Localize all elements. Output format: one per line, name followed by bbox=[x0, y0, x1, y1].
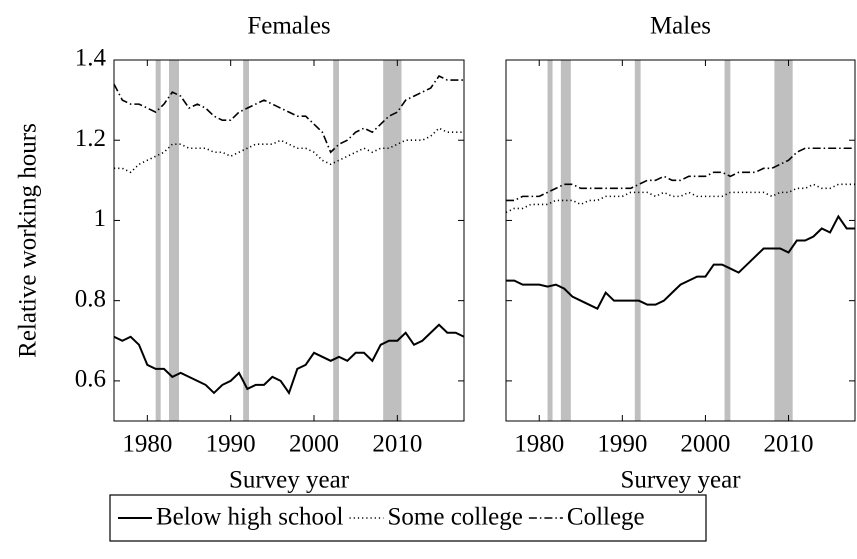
legend-label: College bbox=[567, 504, 645, 531]
x-tick-label: 2000 bbox=[289, 431, 339, 458]
series-line bbox=[114, 127, 464, 174]
y-tick-label: 0.8 bbox=[75, 285, 106, 312]
panel-title: Females bbox=[247, 13, 330, 40]
x-tick-label: 2000 bbox=[680, 431, 730, 458]
x-axis-label: Survey year bbox=[229, 467, 350, 494]
legend-label: Some college bbox=[388, 504, 523, 531]
y-tick-label: 1 bbox=[94, 205, 107, 232]
x-tick-label: 1980 bbox=[514, 431, 564, 458]
recession-band bbox=[634, 60, 641, 421]
x-axis-label: Survey year bbox=[620, 467, 741, 494]
recession-band bbox=[383, 60, 402, 421]
recession-band bbox=[547, 60, 553, 421]
x-tick-label: 1980 bbox=[122, 431, 172, 458]
plot-frame bbox=[113, 59, 465, 422]
series-line bbox=[506, 214, 855, 311]
plot-frame bbox=[505, 59, 856, 422]
x-tick-label: 2010 bbox=[764, 431, 814, 458]
y-tick-label: 1.4 bbox=[75, 45, 107, 72]
legend-label: Below high school bbox=[156, 504, 344, 531]
recession-band bbox=[724, 60, 731, 421]
recession-band bbox=[774, 60, 793, 421]
series-line bbox=[506, 147, 855, 202]
y-tick-label: 0.6 bbox=[75, 366, 106, 393]
recession-band bbox=[333, 60, 339, 421]
panel-title: Males bbox=[650, 13, 711, 40]
x-tick-label: 2010 bbox=[372, 431, 422, 458]
series-line bbox=[113, 75, 464, 154]
series-line bbox=[113, 323, 465, 396]
y-tick-label: 1.2 bbox=[75, 125, 106, 152]
recession-band bbox=[560, 60, 571, 421]
series-line bbox=[505, 183, 855, 214]
recession-band bbox=[169, 60, 179, 421]
x-tick-label: 1990 bbox=[597, 431, 647, 458]
x-tick-label: 1990 bbox=[206, 431, 256, 458]
legend-box bbox=[109, 494, 707, 542]
recession-band bbox=[155, 60, 161, 421]
recession-band bbox=[243, 60, 249, 421]
y-axis-label: Relative working hours bbox=[15, 123, 42, 358]
